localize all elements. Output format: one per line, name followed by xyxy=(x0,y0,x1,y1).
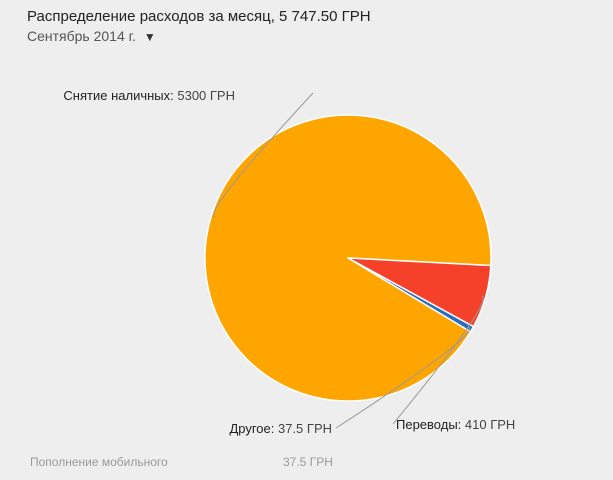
chart-title: Распределение расходов за месяц, 5 747.5… xyxy=(27,8,371,25)
pie-label-value: 5300 ГРН xyxy=(177,88,235,103)
pie-label-2: Переводы: 410 ГРН xyxy=(396,417,515,432)
period-label: Сентябрь 2014 г. xyxy=(27,28,136,44)
dropdown-caret-icon: ▼ xyxy=(143,30,156,44)
period-selector[interactable]: Сентябрь 2014 г. ▼ xyxy=(27,28,156,46)
details-row-name: Пополнение мобильного xyxy=(30,455,168,469)
pie-label-value: 37.5 ГРН xyxy=(278,421,332,436)
pie-label-name: Другое xyxy=(229,421,270,436)
pie-label-colon: : xyxy=(271,421,278,436)
pie-label-name: Переводы xyxy=(396,417,458,432)
pie-connector-3 xyxy=(335,326,471,429)
pie-label-1: Снятие наличных: 5300 ГРН xyxy=(63,88,235,103)
pie-label-colon: : xyxy=(170,88,177,103)
pie-label-colon: : xyxy=(458,417,465,432)
pie-labels: Снятие наличных: 5300 ГРН Переводы: 410 Г… xyxy=(63,88,515,436)
pie-slices xyxy=(204,114,492,402)
pie-connector-2 xyxy=(392,295,484,425)
pie-connector-1 xyxy=(213,92,314,218)
chart-header: Распределение расходов за месяц, 5 747.5… xyxy=(27,8,587,46)
pie-label-value: 410 ГРН xyxy=(465,417,515,432)
pie-label-name: Снятие наличных xyxy=(63,88,170,103)
pie-slice-3[interactable] xyxy=(347,257,475,333)
pie-label-3: Другое: 37.5 ГРН xyxy=(229,421,332,436)
details-row-amount: 37.5 ГРН xyxy=(283,455,333,469)
